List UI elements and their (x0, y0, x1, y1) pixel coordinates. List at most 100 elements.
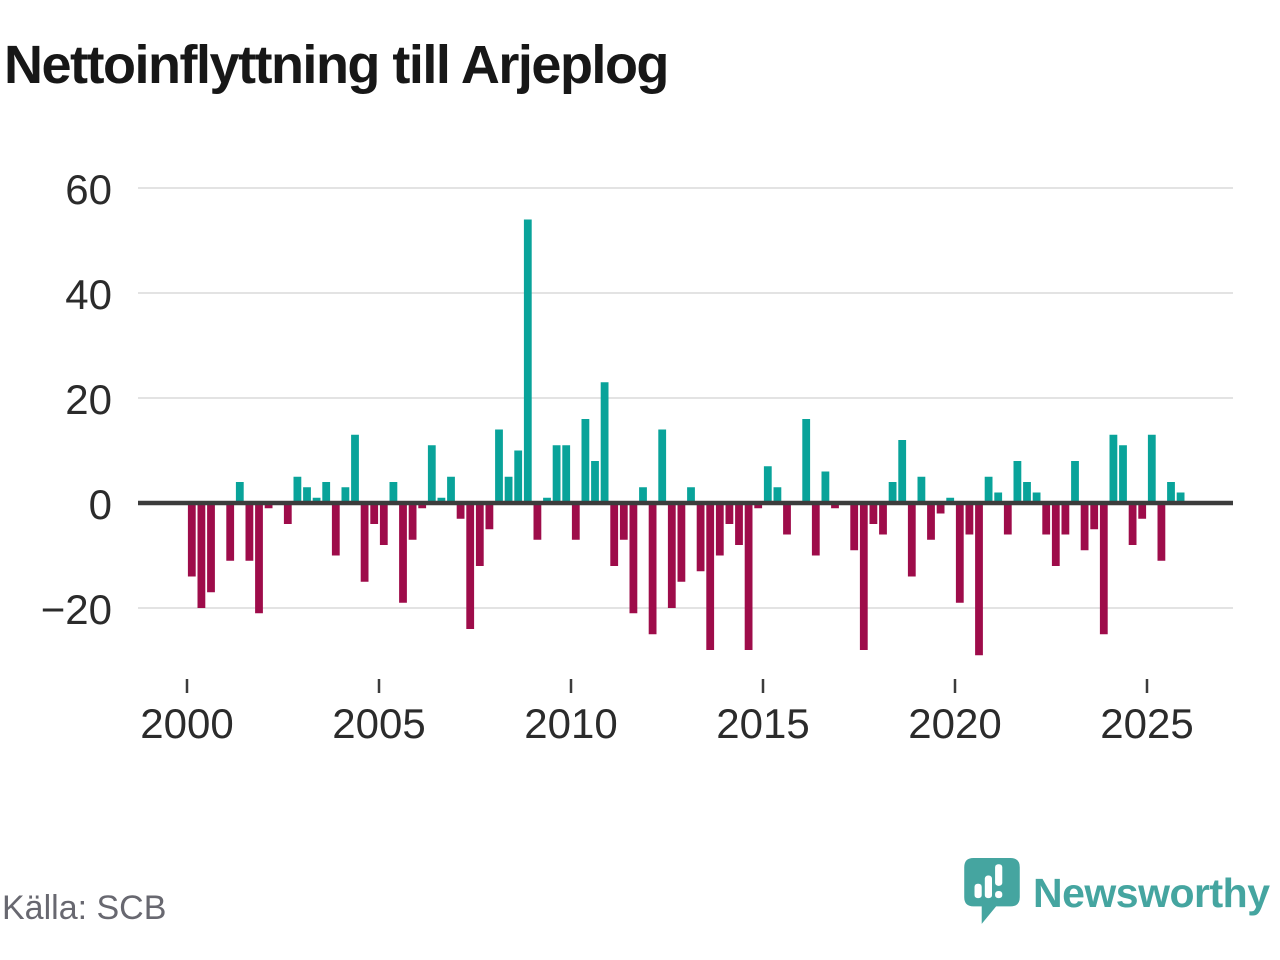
bar-2012q1 (648, 503, 657, 635)
bar-2011q2 (619, 503, 628, 540)
bar-2001q2 (235, 482, 244, 503)
bar-2021q1 (994, 492, 1003, 503)
bar-2024q1 (1109, 434, 1118, 503)
bar-2019q4 (946, 497, 955, 503)
bar-2011q3 (629, 503, 638, 614)
bar-2017q4 (869, 503, 878, 524)
bar-2000q3 (207, 503, 215, 593)
bar-2021q4 (1023, 482, 1031, 503)
bar-2003q1 (303, 487, 311, 503)
bar-2025q4 (1176, 492, 1185, 503)
bar-2007q1 (456, 503, 465, 519)
bar-2021q3 (1013, 461, 1022, 503)
bar-2022q1 (1032, 492, 1041, 503)
bar-2020q2 (965, 503, 974, 535)
bar-2015q3 (783, 503, 791, 535)
bar-2023q3 (1090, 503, 1099, 530)
newsworthy-speech-bubble-chart-icon (964, 858, 1020, 924)
bar-2012q3 (667, 503, 676, 608)
bar-2018q1 (879, 503, 887, 535)
bar-2010q2 (581, 419, 590, 503)
y-tick-label--20: −20 (41, 586, 112, 633)
bar-2005q4 (408, 503, 417, 540)
bar-2019q3 (936, 503, 945, 514)
bar-2002q1 (264, 503, 273, 509)
bar-2002q3 (283, 503, 292, 524)
bar-2002q4 (293, 476, 302, 503)
y-tick-label-40: 40 (65, 271, 112, 318)
bar-2013q3 (706, 503, 715, 650)
bar-2011q4 (639, 487, 647, 503)
bar-2003q4 (331, 503, 340, 556)
bar-2007q3 (475, 503, 484, 566)
bar-2015q1 (763, 466, 772, 503)
bar-2016q1 (802, 419, 811, 503)
bar-2014q3 (744, 503, 753, 650)
bar-2013q2 (696, 503, 705, 572)
bar-2006q2 (427, 445, 436, 503)
bar-2005q2 (389, 482, 398, 503)
bar-2001q4 (255, 503, 263, 614)
bar-2004q3 (360, 503, 369, 582)
brand-wordmark: Newsworthy (1033, 870, 1270, 916)
bar-2021q2 (1003, 503, 1012, 535)
bar-2020q1 (955, 503, 964, 603)
bar-2014q2 (735, 503, 743, 545)
bar-2016q4 (831, 503, 839, 509)
bar-2004q4 (370, 503, 379, 524)
bar-2016q2 (811, 503, 820, 556)
bar-2022q4 (1061, 503, 1070, 535)
bar-2006q4 (447, 476, 455, 503)
bar-2020q3 (975, 503, 983, 656)
bar-2008q3 (514, 450, 523, 503)
bar-2008q2 (504, 476, 513, 503)
bar-2015q2 (773, 487, 782, 503)
bar-2024q3 (1128, 503, 1137, 545)
bar-2019q2 (927, 503, 935, 540)
bar-2024q4 (1138, 503, 1147, 519)
y-tick-label-60: 60 (65, 166, 112, 213)
bar-2004q1 (341, 487, 350, 503)
bar-2013q1 (687, 487, 695, 503)
bar-2025q2 (1157, 503, 1166, 561)
bar-2003q2 (312, 497, 321, 503)
x-tick-label-2005: 2005 (332, 700, 425, 747)
y-tick-label-0: 0 (89, 481, 112, 528)
bar-2010q4 (600, 382, 609, 503)
bar-2016q3 (821, 471, 830, 503)
bar-2018q4 (907, 503, 916, 577)
bar-2020q4 (984, 476, 993, 503)
x-tick-label-2015: 2015 (716, 700, 809, 747)
bar-2000q2 (197, 503, 206, 608)
bar-2006q3 (437, 497, 446, 503)
bar-2017q3 (859, 503, 868, 650)
bar-2019q1 (917, 476, 926, 503)
bar-2023q4 (1099, 503, 1108, 635)
bar-2022q3 (1051, 503, 1060, 566)
bar-2023q2 (1080, 503, 1089, 551)
bar-2023q1 (1071, 461, 1079, 503)
bar-2010q1 (571, 503, 580, 540)
bar-2004q2 (351, 434, 359, 503)
bar-2009q1 (533, 503, 542, 540)
bar-2012q4 (677, 503, 686, 582)
x-tick-label-2010: 2010 (524, 700, 617, 747)
x-tick-label-2000: 2000 (140, 700, 233, 747)
bar-2017q2 (850, 503, 859, 551)
bar-2014q4 (754, 503, 763, 509)
bar-2014q1 (725, 503, 734, 524)
bar-2009q4 (562, 445, 571, 503)
y-tick-label-20: 20 (65, 376, 112, 423)
bar-2022q2 (1042, 503, 1051, 535)
bar-2013q4 (715, 503, 724, 556)
bar-2005q3 (399, 503, 407, 603)
bar-2001q3 (245, 503, 254, 561)
bar-2012q2 (658, 429, 667, 503)
bar-2024q2 (1119, 445, 1127, 503)
bar-2008q1 (495, 429, 503, 503)
bar-2000q1 (187, 503, 196, 577)
bar-2007q4 (485, 503, 494, 530)
page-title: Nettoinflyttning till Arjeplog (4, 35, 669, 95)
bar-2018q2 (888, 482, 897, 503)
